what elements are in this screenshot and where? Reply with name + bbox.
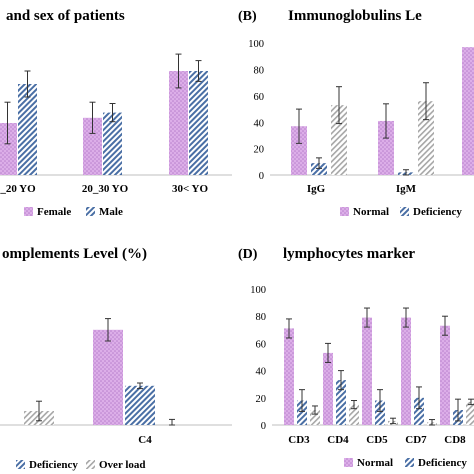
panel-d-bars <box>284 307 474 426</box>
y-tick-label: 60 <box>254 92 265 103</box>
panel-d-category-label: CD5 <box>366 434 388 446</box>
bar-female <box>169 71 188 175</box>
legend-swatch-deficiency <box>400 207 409 216</box>
panel-d-category-label: CD8 <box>444 434 466 446</box>
bar-pink-dots <box>93 329 123 425</box>
legend-label-female: Female <box>37 206 71 218</box>
bar-normal <box>401 317 411 425</box>
legend-label-deficiency: Deficiency <box>418 457 467 469</box>
bar-deficiency <box>375 400 385 425</box>
bar-normal <box>362 317 372 425</box>
panel-d-title: lymphocytes marker <box>283 246 415 262</box>
legend-swatch-normal <box>340 207 349 216</box>
panel-a: and sex of patients _20 YO 20_30 YO 30< … <box>0 8 232 218</box>
panel-b-label: (B) <box>238 9 257 24</box>
bar-gray-hatch <box>331 105 347 175</box>
legend-label-deficiency: Deficiency <box>413 206 462 218</box>
panel-b-y-ticks: 0 20 40 60 80 100 <box>248 39 264 182</box>
bar-male <box>103 112 122 175</box>
panel-d-label: (D) <box>238 247 258 262</box>
y-tick-label: 20 <box>256 394 267 405</box>
y-tick-label: 100 <box>248 39 264 50</box>
panel-c-category-label: C4 <box>138 434 152 446</box>
y-tick-label: 20 <box>254 145 265 156</box>
y-tick-label: 80 <box>254 66 265 77</box>
panel-a-legend: Female Male <box>24 206 123 218</box>
bar-female <box>0 123 17 175</box>
bar-normal <box>291 126 307 175</box>
legend-label-deficiency: Deficiency <box>29 459 78 471</box>
panel-a-title: and sex of patients <box>6 8 125 24</box>
legend-swatch-deficiency <box>405 458 414 467</box>
y-tick-label: 60 <box>256 339 267 350</box>
panel-c-title: omplements Level (%) <box>2 246 147 262</box>
bar-male <box>189 71 208 175</box>
panel-d-y-ticks: 0 20 40 60 80 100 <box>250 285 266 432</box>
y-tick-label: 0 <box>259 171 264 182</box>
bar-deficiency <box>297 400 307 425</box>
panel-b-title: Immunoglobulins Le <box>288 8 422 24</box>
legend-swatch-deficiency <box>16 460 25 469</box>
bar-female <box>83 117 102 175</box>
legend-swatch-male <box>86 207 95 216</box>
bar-deficiency <box>125 385 155 425</box>
y-tick-label: 0 <box>261 421 266 432</box>
legend-label-normal: Normal <box>357 457 393 469</box>
panel-d-legend: Normal Deficiency <box>344 457 467 469</box>
bar-deficiency <box>311 163 327 175</box>
bar-gray-hatch <box>466 401 474 425</box>
panel-c-legend: Deficiency Over load <box>16 459 146 471</box>
legend-swatch-female <box>24 207 33 216</box>
legend-swatch-over-load <box>86 460 95 469</box>
panel-b-bars <box>291 47 474 176</box>
panel-d-category-label: CD4 <box>327 434 349 446</box>
y-tick-label: 40 <box>254 118 265 129</box>
legend-label-normal: Normal <box>353 206 389 218</box>
legend-label-male: Male <box>99 206 123 218</box>
bar-normal <box>378 120 394 175</box>
bar-normal <box>440 325 450 425</box>
bar-deficiency <box>336 380 346 425</box>
y-tick-label: 40 <box>256 367 267 378</box>
panel-c-bars <box>24 318 175 426</box>
bar-gray-hatch <box>418 101 434 175</box>
panel-d-category-label: CD7 <box>405 434 427 446</box>
y-tick-label: 80 <box>256 312 267 323</box>
bar-gray-hatch <box>349 404 359 425</box>
bar-normal <box>323 352 333 425</box>
panel-c: omplements Level (%) C4 Deficiency Over … <box>0 246 232 471</box>
panel-a-bars <box>0 53 208 175</box>
panel-a-category-label: _20 YO <box>0 183 36 195</box>
bar-male <box>18 84 37 175</box>
panel-a-category-label: 30< YO <box>172 183 209 195</box>
legend-swatch-normal <box>344 458 353 467</box>
y-tick-label: 100 <box>250 285 266 296</box>
legend-label-over-load: Over load <box>99 459 146 471</box>
bar-normal <box>284 328 294 425</box>
bar-gray-hatch <box>310 410 320 425</box>
panel-b-category-label: IgG <box>307 183 326 195</box>
panel-d-category-label: CD3 <box>288 434 310 446</box>
panel-b-category-label: IgM <box>396 183 417 195</box>
bar-deficiency <box>414 397 424 425</box>
panel-b-legend: Normal Deficiency <box>340 206 462 218</box>
bar-normal <box>462 47 474 175</box>
panel-a-category-label: 20_30 YO <box>82 183 129 195</box>
